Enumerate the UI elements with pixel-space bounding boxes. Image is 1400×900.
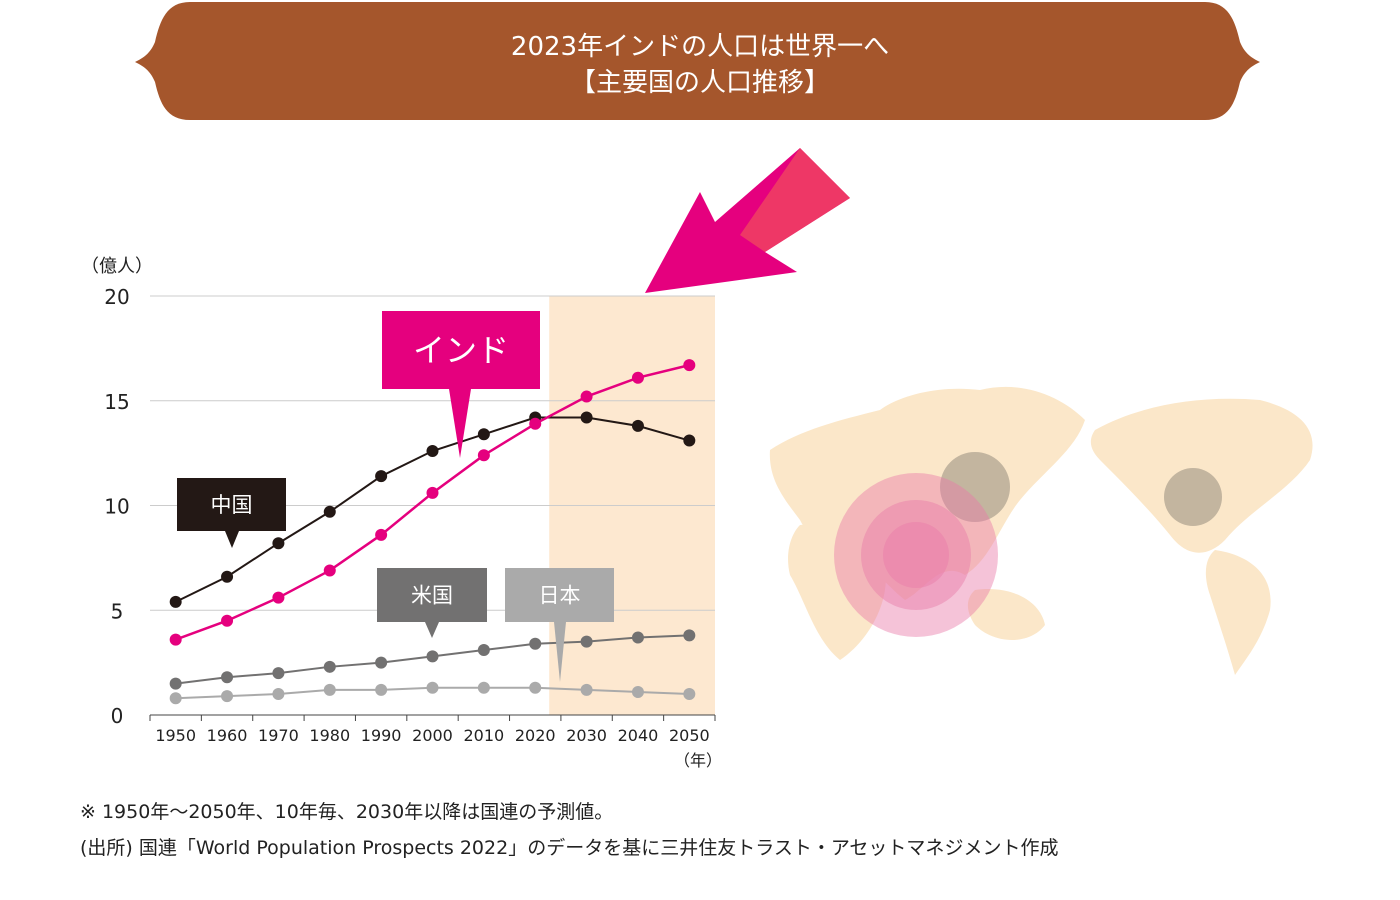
data-point xyxy=(169,633,182,646)
data-point xyxy=(323,660,336,673)
data-point xyxy=(580,390,593,403)
data-point xyxy=(375,528,388,541)
data-point xyxy=(580,635,593,648)
data-point xyxy=(631,631,644,644)
callout-box xyxy=(177,478,286,531)
data-point xyxy=(169,677,182,690)
data-point xyxy=(375,683,388,696)
china-bubble xyxy=(940,452,1010,522)
data-point xyxy=(221,570,234,583)
data-point xyxy=(529,417,542,430)
data-point xyxy=(529,637,542,650)
map-africa xyxy=(788,524,886,660)
callout-text: 中国 xyxy=(211,493,253,517)
data-point xyxy=(683,434,696,447)
map-oceania xyxy=(967,589,1045,640)
banner-shape xyxy=(135,2,1260,120)
data-point xyxy=(375,470,388,483)
data-point xyxy=(477,681,490,694)
data-point xyxy=(631,685,644,698)
x-tick-label: 1950 xyxy=(155,726,196,745)
india-callout: インド xyxy=(382,311,540,458)
callout-text: インド xyxy=(413,332,509,370)
data-point xyxy=(221,671,234,684)
x-tick-label: 1990 xyxy=(361,726,402,745)
data-point xyxy=(631,371,644,384)
japan-callout: 日本 xyxy=(505,568,614,682)
data-point xyxy=(580,411,593,424)
data-point xyxy=(426,681,439,694)
data-point xyxy=(323,505,336,518)
data-point xyxy=(323,564,336,577)
x-tick-label: 2030 xyxy=(566,726,607,745)
data-point xyxy=(529,681,542,694)
callout-pointer xyxy=(554,622,566,682)
data-point xyxy=(477,644,490,657)
data-point xyxy=(272,667,285,680)
callout-text: 日本 xyxy=(539,584,581,608)
data-point xyxy=(477,449,490,462)
data-point xyxy=(426,445,439,458)
x-axis-label: （年） xyxy=(674,751,722,770)
usa-callout: 米国 xyxy=(377,568,487,638)
usa-bubble xyxy=(1164,468,1222,526)
data-point xyxy=(169,595,182,608)
y-tick-label: 0 xyxy=(111,704,124,728)
title-banner xyxy=(135,2,1260,120)
data-point xyxy=(426,486,439,499)
x-tick-label: 2010 xyxy=(464,726,505,745)
data-point xyxy=(272,537,285,550)
data-point xyxy=(683,359,696,372)
banner-title: 2023年インドの人口は世界一へ xyxy=(510,32,890,62)
footnote-forecast: ※ 1950年〜2050年、10年毎、2030年以降は国連の予測値。 xyxy=(80,801,614,823)
callout-pointer xyxy=(225,531,239,548)
y-axis-label: （億人） xyxy=(81,256,153,277)
y-tick-label: 5 xyxy=(111,599,124,623)
data-point xyxy=(323,683,336,696)
x-tick-label: 1960 xyxy=(207,726,248,745)
data-point xyxy=(683,629,696,642)
data-point xyxy=(426,650,439,663)
x-tick-label: 1970 xyxy=(258,726,299,745)
callout-box xyxy=(382,311,540,389)
data-point xyxy=(683,688,696,701)
data-point xyxy=(272,591,285,604)
data-point xyxy=(580,683,593,696)
data-point xyxy=(272,688,285,701)
data-point xyxy=(375,656,388,669)
x-tick-label: 2020 xyxy=(515,726,556,745)
x-tick-label: 2000 xyxy=(412,726,453,745)
x-tick-label: 2040 xyxy=(618,726,659,745)
banner-subtitle: 【主要国の人口推移】 xyxy=(569,68,830,98)
y-tick-label: 10 xyxy=(104,495,129,519)
callout-pointer xyxy=(449,389,471,458)
data-point xyxy=(631,419,644,432)
y-tick-label: 20 xyxy=(104,285,129,309)
data-point xyxy=(477,428,490,441)
population-chart: 0 5 10 15 20 （億人） 1950 1960 1970 1980 1990 2000 2010… xyxy=(81,148,1313,770)
y-tick-label: 15 xyxy=(104,390,129,414)
footnote-source: (出所) 国連「World Population Prospects 2022」… xyxy=(80,837,1059,859)
china-callout: 中国 xyxy=(177,478,286,548)
india-bubble xyxy=(834,473,998,637)
data-point xyxy=(221,690,234,703)
x-tick-label: 1980 xyxy=(309,726,350,745)
data-point xyxy=(169,692,182,705)
map-south-america xyxy=(1205,550,1271,675)
highlight-arrow xyxy=(645,148,850,293)
callout-box xyxy=(377,568,487,622)
callout-text: 米国 xyxy=(411,584,453,608)
data-point xyxy=(221,614,234,627)
callout-box xyxy=(505,568,614,622)
x-tick-label: 2050 xyxy=(669,726,710,745)
callout-pointer xyxy=(425,622,439,638)
